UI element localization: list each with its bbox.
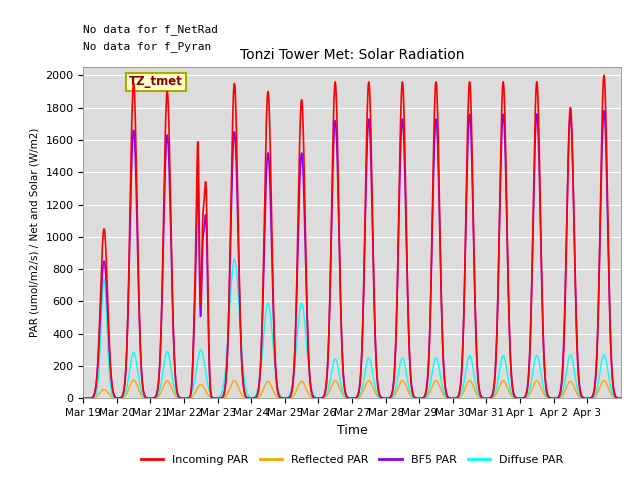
Text: TZ_tmet: TZ_tmet	[129, 75, 183, 88]
Text: No data for f_NetRad: No data for f_NetRad	[83, 24, 218, 35]
Y-axis label: PAR (umol/m2/s) / Net and Solar (W/m2): PAR (umol/m2/s) / Net and Solar (W/m2)	[30, 128, 40, 337]
Legend: Incoming PAR, Reflected PAR, BF5 PAR, Diffuse PAR: Incoming PAR, Reflected PAR, BF5 PAR, Di…	[137, 450, 567, 469]
Title: Tonzi Tower Met: Solar Radiation: Tonzi Tower Met: Solar Radiation	[240, 48, 464, 62]
Text: No data for f_Pyran: No data for f_Pyran	[83, 41, 211, 52]
X-axis label: Time: Time	[337, 424, 367, 437]
